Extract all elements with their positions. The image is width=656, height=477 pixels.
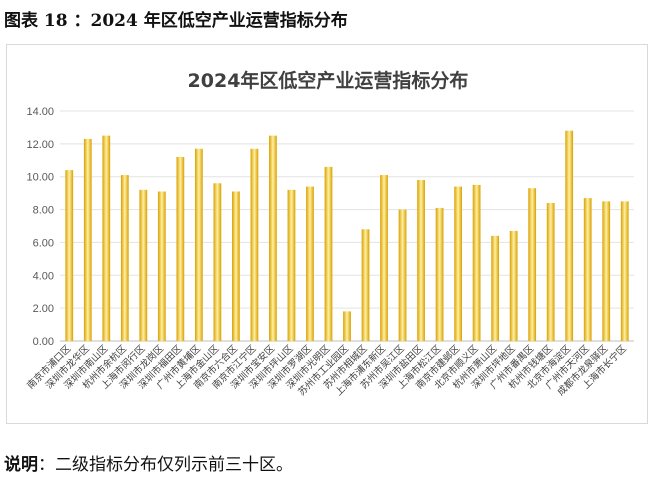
y-tick-label: 4.00 <box>33 270 54 282</box>
bar <box>287 189 296 341</box>
footnote: 说明：二级指标分布仅列示前三十区。 <box>4 450 293 475</box>
y-axis: 0.00 2.00 4.00 6.00 8.00 10.00 12.00 14.00 <box>26 106 54 348</box>
bar <box>83 138 92 341</box>
bar <box>380 175 388 341</box>
bar <box>306 186 314 341</box>
x-axis: 南京市浦口区深圳市龙华区深圳市南山区杭州市余杭区上海市闵行区深圳市龙岗区深圳市福… <box>25 342 630 398</box>
y-tick-label: 0.00 <box>33 336 54 348</box>
bar <box>528 188 537 341</box>
bar <box>120 175 129 341</box>
chart-title: 2024年区低空产业运营指标分布 <box>187 70 469 92</box>
bar <box>157 191 166 341</box>
bar <box>509 230 518 341</box>
bar <box>472 184 481 341</box>
bar <box>602 201 611 341</box>
bar-chart: 0.00 2.00 4.00 6.00 8.00 10.00 12.00 14.00 南京市浦… <box>25 106 634 398</box>
figure-caption: 图表 18 ：2024 年区低空产业运营指标分布 <box>4 11 348 31</box>
bar <box>65 170 74 341</box>
bar <box>102 135 111 341</box>
bar <box>194 148 203 341</box>
y-tick-label: 6.00 <box>33 237 54 249</box>
y-tick-label: 2.00 <box>33 303 54 315</box>
note-label: 说明 <box>4 455 38 475</box>
bar <box>620 201 629 341</box>
bar <box>565 130 574 341</box>
bar <box>454 186 462 341</box>
bar <box>232 191 240 341</box>
bars <box>65 130 629 341</box>
bar <box>546 203 555 341</box>
gridlines <box>60 110 634 342</box>
bar <box>361 229 370 341</box>
y-tick-label: 14.00 <box>26 106 54 118</box>
bar <box>417 180 425 341</box>
bar <box>343 311 351 341</box>
bar <box>269 135 277 341</box>
bar <box>139 189 148 341</box>
bar <box>324 166 333 341</box>
bar <box>435 207 444 341</box>
y-tick-label: 8.00 <box>33 205 54 217</box>
bar <box>213 183 222 341</box>
note-text: ：二级指标分布仅列示前三十区。 <box>38 455 293 475</box>
bar <box>583 198 592 341</box>
y-tick-label: 10.00 <box>26 172 54 184</box>
bar <box>398 209 407 341</box>
bar <box>491 235 500 341</box>
bar <box>176 157 185 341</box>
bar <box>250 148 259 341</box>
y-tick-label: 12.00 <box>26 139 54 151</box>
